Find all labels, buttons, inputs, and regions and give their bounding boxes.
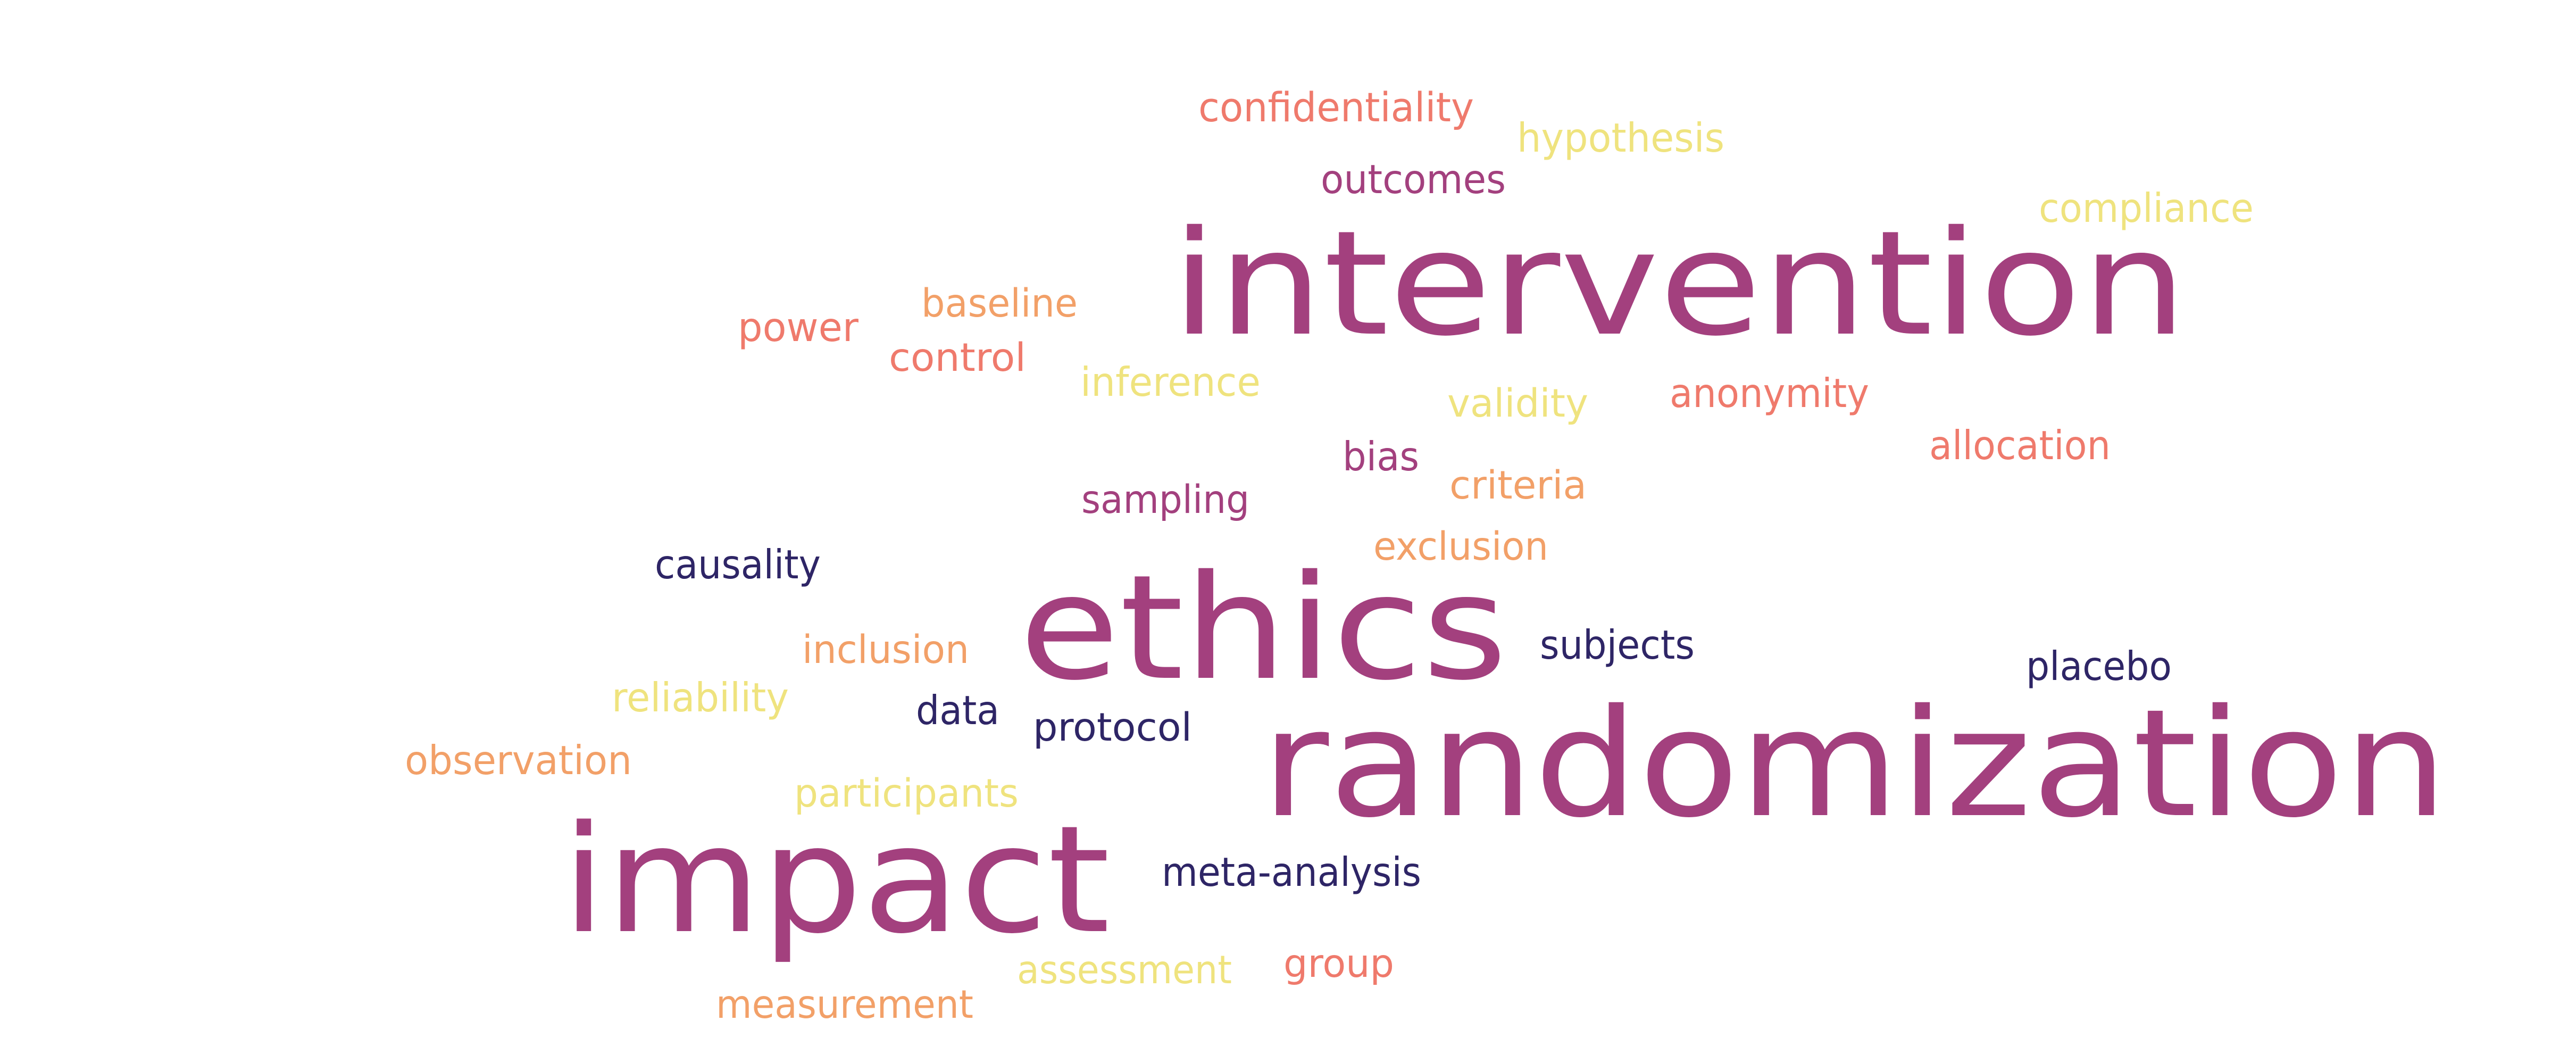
word-data: data (916, 687, 999, 734)
word-outcomes: outcomes (1321, 156, 1506, 203)
word-randomization: randomization (1261, 677, 2448, 850)
word-confidentiality: confidentiality (1198, 84, 1474, 131)
word-power: power (738, 304, 858, 351)
word-meta-analysis: meta-analysis (1162, 849, 1421, 895)
word-control: control (889, 335, 1026, 380)
word-measurement: measurement (716, 982, 974, 1027)
word-exclusion: exclusion (1373, 524, 1549, 569)
word-impact: impact (562, 794, 1110, 966)
word-inclusion: inclusion (802, 627, 970, 673)
word-sampling: sampling (1081, 477, 1250, 522)
word-hypothesis: hypothesis (1517, 115, 1725, 161)
word-causality: causality (655, 542, 821, 588)
word-criteria: criteria (1449, 463, 1587, 508)
word-bias: bias (1343, 434, 1419, 480)
word-observation: observation (405, 737, 632, 784)
word-reliability: reliability (612, 675, 789, 721)
word-anonymity: anonymity (1670, 370, 1870, 417)
word-placebo: placebo (2026, 643, 2172, 690)
word-participants: participants (794, 771, 1019, 816)
word-protocol: protocol (1033, 705, 1192, 750)
word-intervention: intervention (1171, 200, 2187, 368)
word-ethics: ethics (1019, 544, 1508, 712)
word-baseline: baseline (921, 281, 1078, 326)
word-inference: inference (1080, 359, 1261, 405)
word-allocation: allocation (1929, 422, 2111, 469)
word-assessment: assessment (1017, 948, 1232, 993)
word-subjects: subjects (1540, 622, 1695, 668)
word-validity: validity (1447, 381, 1588, 426)
word-group: group (1283, 941, 1395, 986)
word-compliance: compliance (2039, 185, 2254, 231)
